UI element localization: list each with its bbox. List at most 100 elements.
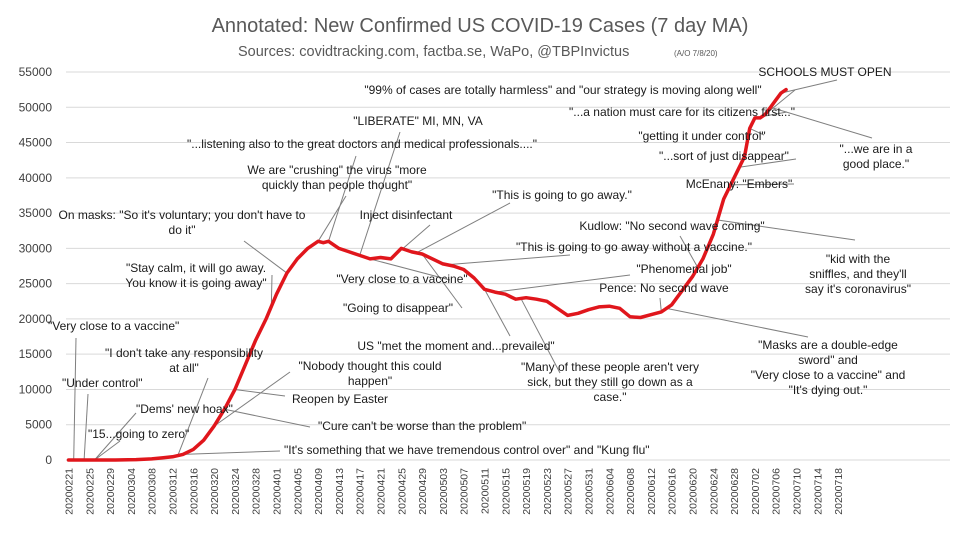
x-tick-label: 20200523 xyxy=(542,468,554,515)
annotation-line: "Going to disappear" xyxy=(343,301,453,315)
annotation-leader-line xyxy=(520,298,561,374)
annotation-leader-line xyxy=(421,253,463,309)
annotation-leader-line xyxy=(83,393,89,461)
x-tick-label: 20200710 xyxy=(792,468,804,515)
annotation-line: On masks: "So it's voluntary; you don't … xyxy=(59,208,306,222)
annotation-leader-line xyxy=(448,254,571,266)
annotation-label: Inject disinfectant xyxy=(360,208,453,222)
annotation-leader-lines xyxy=(73,79,873,461)
x-tick-label: 20200507 xyxy=(459,468,471,515)
y-tick-label: 50000 xyxy=(19,100,53,114)
annotation-label: "It's something that we have tremendous … xyxy=(284,443,650,457)
annotation-leader-line xyxy=(780,79,838,94)
x-tick-label: 20200308 xyxy=(147,468,159,515)
annotation-leader-line xyxy=(679,235,699,268)
annotation-leader-line xyxy=(659,297,662,312)
annotation-line: "Phenomenal job" xyxy=(636,262,731,276)
annotation-label: "Very close to a vaccine" xyxy=(336,272,467,286)
x-tick-label: 20200421 xyxy=(376,468,388,515)
annotation-label: "Dems' new hoax" xyxy=(136,402,233,416)
y-tick-label: 0 xyxy=(45,453,52,467)
annotation-leader-line xyxy=(177,377,209,456)
y-tick-label: 45000 xyxy=(19,136,53,150)
annotation-line: "...sort of just disappear" xyxy=(659,149,789,163)
x-tick-label: 20200608 xyxy=(625,468,637,515)
x-tick-label: 20200225 xyxy=(84,468,96,515)
chart-title: Annotated: New Confirmed US COVID-19 Cas… xyxy=(212,15,749,37)
annotation-line: "...we are in a xyxy=(840,142,913,156)
annotation-line: You know it is going away" xyxy=(125,276,266,290)
annotation-label: "15...going to zero" xyxy=(88,427,189,441)
y-tick-label: 15000 xyxy=(19,347,53,361)
annotation-leader-line xyxy=(728,183,795,186)
annotation-line: "LIBERATE" MI, MN, VA xyxy=(353,114,482,128)
annotation-leader-line xyxy=(182,450,281,455)
x-tick-label: 20200624 xyxy=(708,468,720,515)
chart-source-note: (A/O 7/8/20) xyxy=(674,49,718,58)
annotation-label: SCHOOLS MUST OPEN xyxy=(758,65,891,79)
annotation-line: US "met the moment and...prevailed" xyxy=(357,339,554,353)
y-tick-label: 10000 xyxy=(19,382,53,396)
x-tick-label: 20200425 xyxy=(396,468,408,515)
annotation-line: Kudlow: "No second wave coming" xyxy=(579,219,764,233)
annotation-line: "Very close to a vaccine" and xyxy=(751,368,906,382)
annotation-leader-line xyxy=(484,289,511,337)
series-line-cases xyxy=(66,87,788,462)
annotation-line: "Nobody thought this could xyxy=(298,359,441,373)
x-tick-label: 20200413 xyxy=(334,468,346,515)
annotation-label: "Going to disappear" xyxy=(343,301,453,315)
x-tick-label: 20200320 xyxy=(209,468,221,515)
y-tick-label: 40000 xyxy=(19,171,53,185)
annotation-label: "Many of these people aren't very sick, b… xyxy=(521,360,699,404)
x-tick-label: 20200628 xyxy=(729,468,741,515)
annotation-leader-line xyxy=(317,195,347,242)
annotation-line: quickly than people thought" xyxy=(262,178,412,192)
annotation-leader-line xyxy=(718,219,856,241)
x-tick-label: 20200316 xyxy=(188,468,200,515)
x-tick-label: 20200718 xyxy=(833,468,845,515)
annotation-label: Pence: No second wave xyxy=(599,281,729,295)
y-tick-label: 5000 xyxy=(25,418,52,432)
annotation-label: "LIBERATE" MI, MN, VA xyxy=(353,114,482,128)
annotation-label: "This is going to go away without a vacc… xyxy=(516,240,752,254)
annotation-line: We are "crushing" the virus "more xyxy=(247,163,427,177)
x-tick-label: 20200405 xyxy=(292,468,304,515)
annotation-label: "getting it under control" xyxy=(638,129,765,143)
annotation-line: McEnany: "Embers" xyxy=(686,177,793,191)
annotation-line: Pence: No second wave xyxy=(599,281,729,295)
annotation-leader-line xyxy=(94,440,121,461)
y-tick-label: 55000 xyxy=(19,65,53,79)
annotation-label: "...we are in a good place." xyxy=(840,142,913,171)
annotation-line: "kid with the xyxy=(826,252,891,266)
x-tick-label: 20200714 xyxy=(812,468,824,515)
annotation-leader-line xyxy=(666,307,809,338)
annotation-leader-line xyxy=(739,158,797,168)
annotation-label: "This is going to go away." xyxy=(492,188,632,202)
annotation-leader-line xyxy=(416,202,511,254)
annotation-line: "15...going to zero" xyxy=(88,427,189,441)
annotation-line: "99% of cases are totally harmless" and … xyxy=(364,83,761,97)
annotation-line: at all" xyxy=(169,361,199,375)
annotation-line: "Very close to a vaccine" xyxy=(336,272,467,286)
annotation-label: "kid with the sniffles, and they'll say it… xyxy=(805,252,911,296)
annotation-label: "Stay calm, it will go away. You know it … xyxy=(125,261,266,290)
annotation-line: "Very close to a vaccine" xyxy=(48,319,179,333)
y-tick-label: 35000 xyxy=(19,206,53,220)
annotation-line: "This is going to go away without a vacc… xyxy=(516,240,752,254)
annotation-label: On masks: "So it's voluntary; you don't … xyxy=(59,208,306,237)
annotation-line: "It's dying out." xyxy=(789,383,868,397)
annotation-line: case." xyxy=(594,390,627,404)
x-tick-label: 20200511 xyxy=(480,468,492,514)
x-tick-label: 20200221 xyxy=(64,468,76,515)
x-tick-label: 20200612 xyxy=(646,468,658,515)
annotation-leader-line xyxy=(328,155,357,242)
chart-subtitle: Sources: covidtracking.com, factba.se, W… xyxy=(238,44,629,60)
annotation-line: "Under control" xyxy=(62,376,143,390)
x-tick-label: 20200417 xyxy=(355,468,367,515)
annotation-label: "...a nation must care for its citizens … xyxy=(569,105,795,119)
x-axis-ticks: 20200221 20200225 20200229 20200304 20200308… xyxy=(64,468,846,515)
annotation-labels: "Very close to a vaccine" "Under control"… xyxy=(48,65,913,457)
annotation-leader-line xyxy=(243,240,288,274)
annotation-line: "getting it under control" xyxy=(638,129,765,143)
x-tick-label: 20200229 xyxy=(105,468,117,515)
